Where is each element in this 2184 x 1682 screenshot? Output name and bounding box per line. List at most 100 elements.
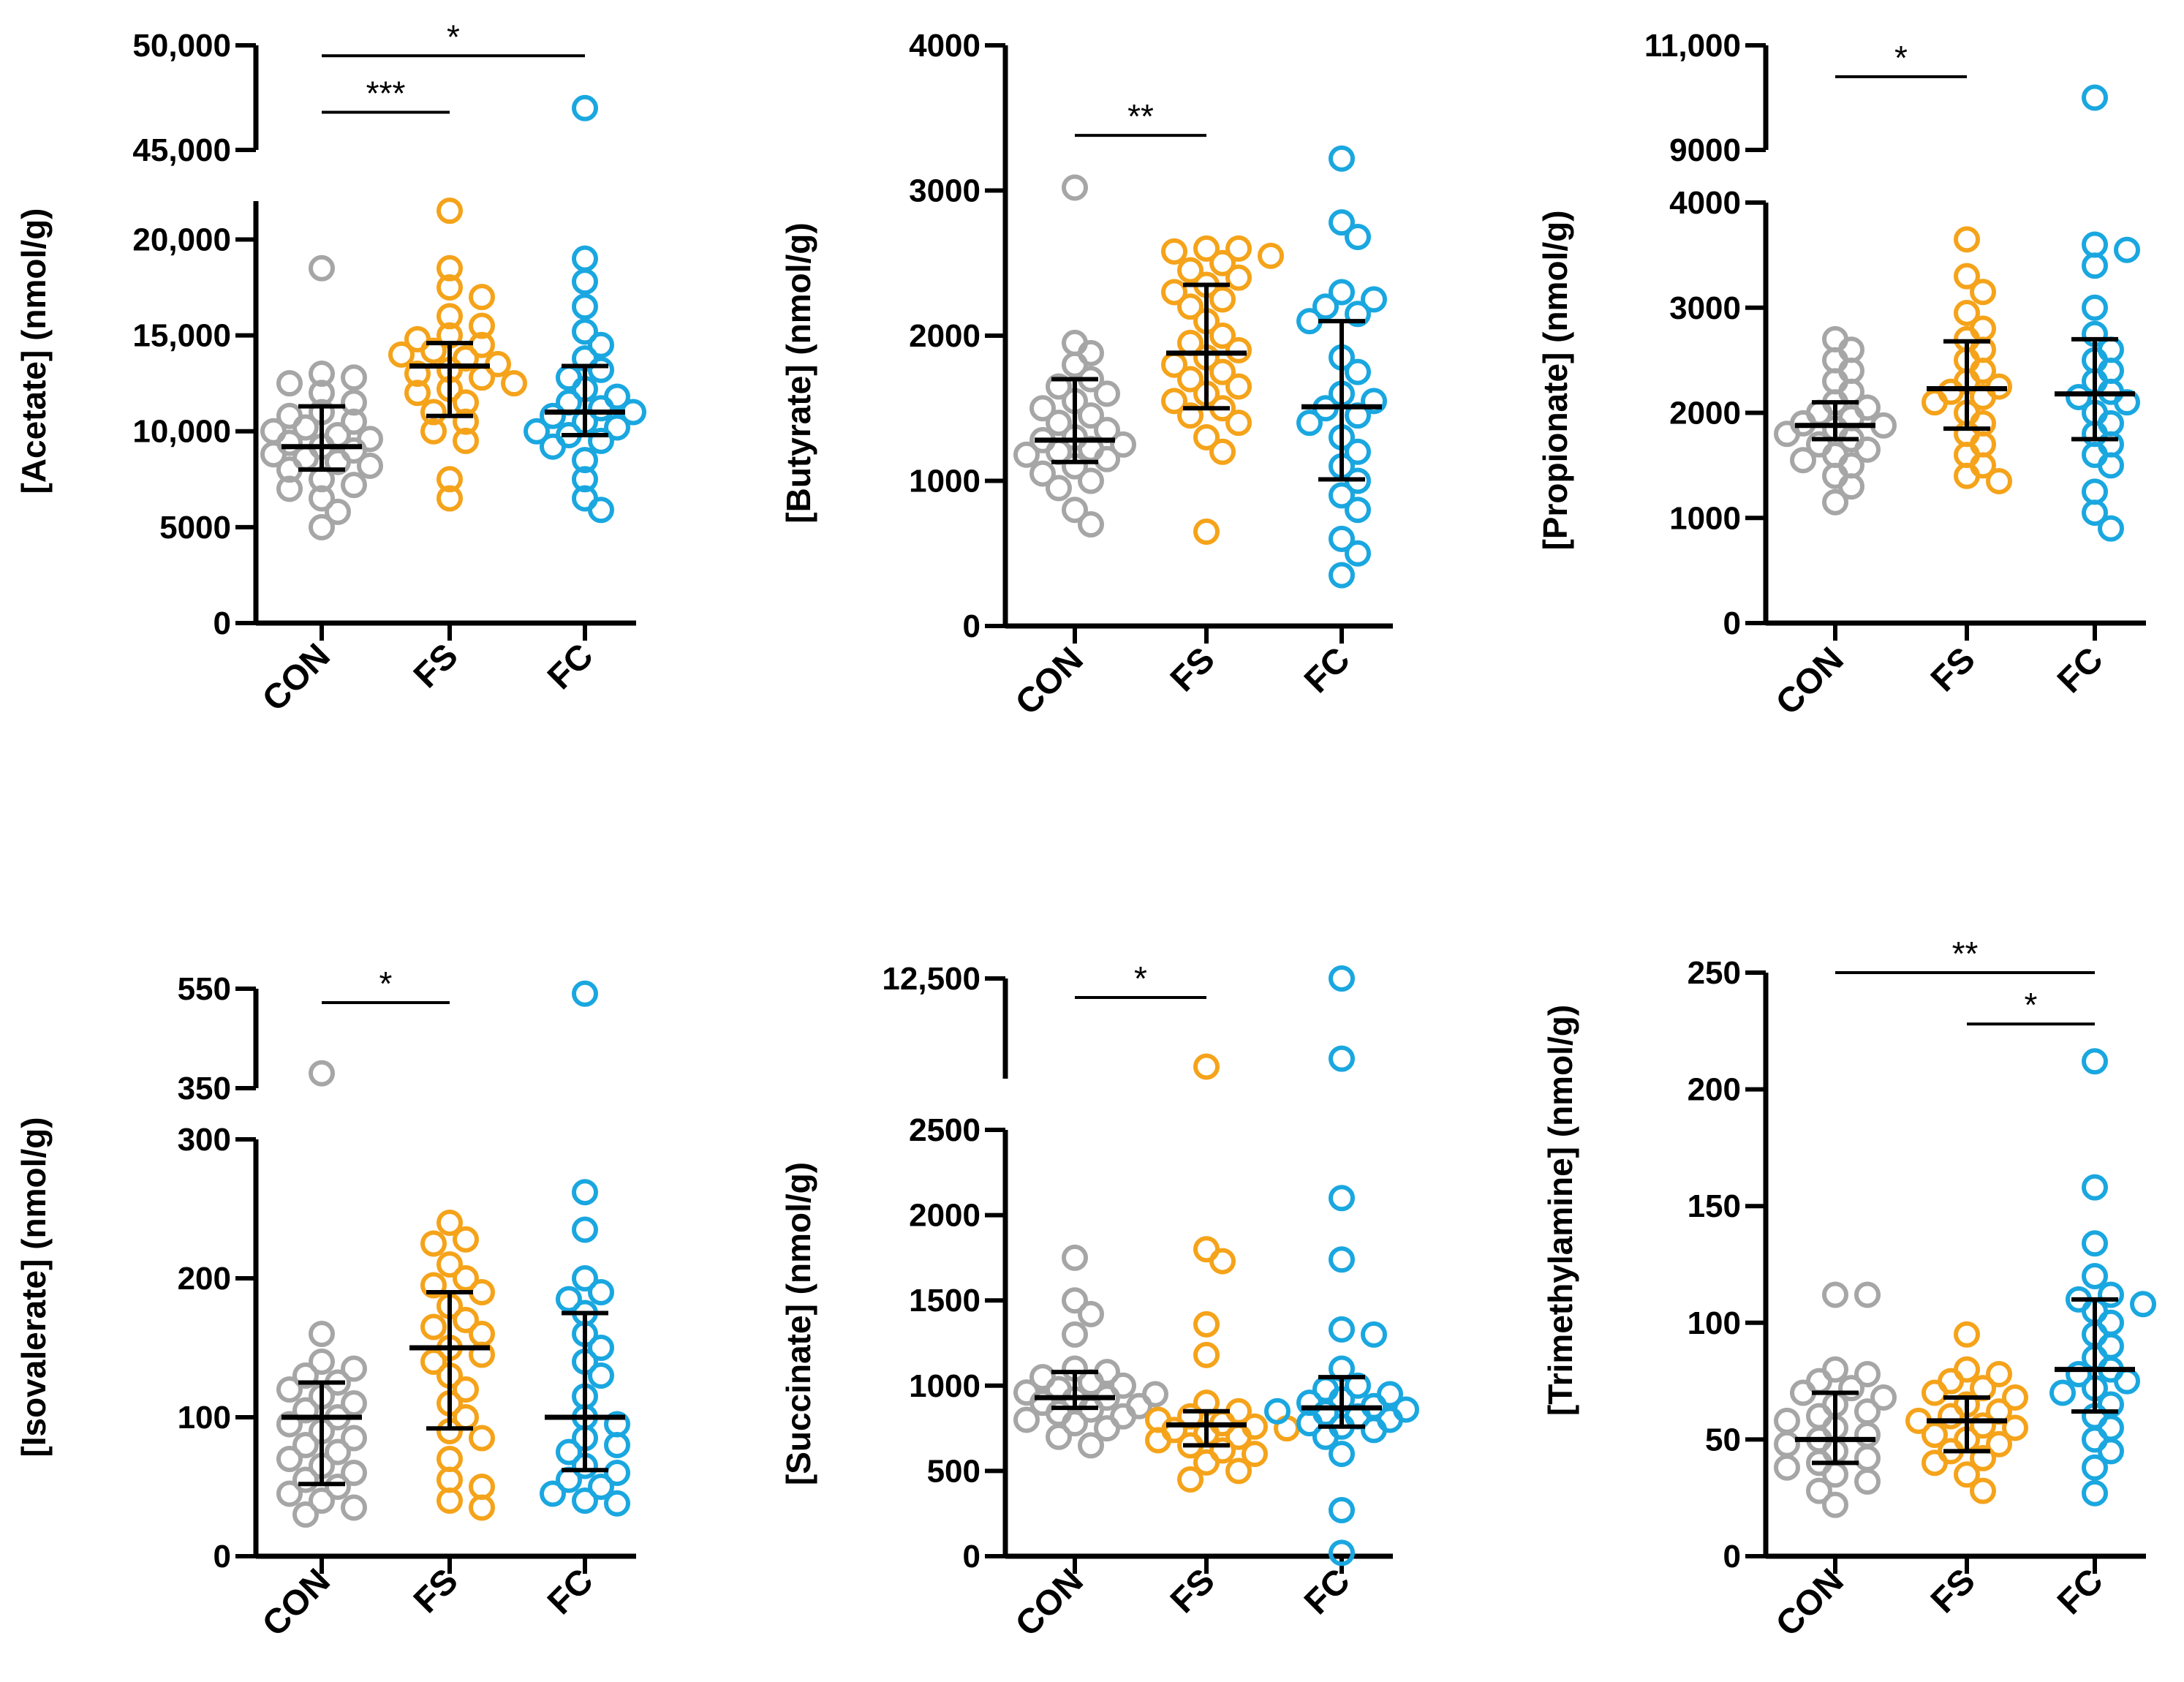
data-point [2082, 1454, 2108, 1481]
data-point [469, 1341, 495, 1368]
data-point [341, 1355, 367, 1382]
data-point [1329, 209, 1355, 236]
x-tick-label-fc: FC [1297, 1561, 1358, 1622]
data-point [260, 441, 287, 468]
y-axis-label: [Propionate] (nmol/g) [1536, 210, 1574, 550]
data-point [437, 254, 463, 282]
data-point [1062, 329, 1088, 356]
y-tick-label: 250 [1688, 955, 1741, 991]
data-point [1242, 1441, 1268, 1468]
y-tick-label: 1500 [909, 1283, 980, 1319]
series-fc [2049, 1048, 2156, 1506]
data-point [1209, 1248, 1236, 1275]
data-point [1922, 389, 1948, 416]
data-point [325, 448, 351, 475]
data-point [420, 1313, 447, 1340]
y-tick-label: 350 [178, 1071, 231, 1106]
y-tick-label: 15,000 [132, 318, 231, 354]
data-point [1329, 1246, 1355, 1273]
x-tick-label-fc: FC [1297, 640, 1358, 701]
data-point [469, 1494, 495, 1521]
data-point [1345, 224, 1371, 251]
y-tick-label: 100 [178, 1400, 231, 1436]
data-point [572, 466, 598, 493]
data-point [1938, 1403, 1964, 1430]
data-point [1986, 1361, 2012, 1388]
x-tick-label-fc: FC [540, 636, 601, 697]
y-tick-label: 2000 [1669, 396, 1741, 431]
data-point [453, 1307, 479, 1333]
data-point [388, 341, 415, 368]
y-tick-label: 1000 [909, 1368, 980, 1404]
data-point [1329, 562, 1355, 589]
data-point [2082, 478, 2108, 505]
data-point [420, 1272, 447, 1299]
data-point [1062, 1321, 1088, 1348]
data-point [1970, 1477, 1996, 1504]
data-point [437, 1251, 463, 1278]
x-tick-label-fs: FS [1163, 640, 1223, 699]
series-fc [1296, 145, 1387, 589]
data-point [1161, 279, 1187, 306]
data-point [1062, 1244, 1088, 1271]
data-point [1062, 174, 1088, 201]
y-tick-label: 2500 [909, 1112, 980, 1148]
data-point [572, 293, 598, 320]
y-axis-label: [Trimethylamine] (nmol/g) [1541, 1005, 1579, 1416]
data-point [292, 1362, 319, 1389]
data-point [1209, 323, 1236, 349]
data-point [1209, 249, 1236, 276]
data-point [588, 356, 614, 383]
data-point [1329, 1045, 1355, 1072]
chart-panel-3: 0 1000 2000 3000 4000 9000 11,000 CON FS FC [Propi… [1536, 28, 2146, 723]
y-tick-label: 550 [178, 971, 231, 1007]
data-point [1854, 1398, 1881, 1425]
data-point [437, 197, 463, 225]
data-point [341, 1425, 367, 1452]
data-point [588, 1362, 614, 1389]
y-tick-label: 0 [214, 1539, 231, 1574]
series-con [276, 1060, 367, 1528]
data-point [276, 1376, 303, 1403]
data-point [1078, 511, 1104, 538]
data-point [1193, 1053, 1220, 1080]
data-point [1177, 257, 1204, 284]
data-point [572, 1216, 598, 1243]
data-point [2082, 294, 2108, 321]
data-point [572, 245, 598, 272]
data-point [1774, 1407, 1800, 1434]
data-point [1822, 1491, 1848, 1518]
significance-label: * [379, 965, 393, 1003]
data-point [309, 380, 335, 407]
x-tick-label-fs: FS [1163, 1561, 1223, 1621]
y-tick-label: 0 [963, 1539, 980, 1574]
y-tick-label: 5000 [159, 510, 231, 546]
data-point [1806, 1477, 1832, 1504]
data-point [292, 1466, 319, 1493]
data-point [341, 472, 367, 499]
data-point [2098, 1281, 2124, 1308]
series-fs [1905, 1321, 2028, 1504]
y-tick-label: 50 [1705, 1422, 1741, 1457]
data-point [1078, 467, 1104, 494]
data-point [572, 1179, 598, 1206]
data-point [1345, 1372, 1371, 1399]
data-point [341, 1460, 367, 1486]
x-tick-label-fs: FS [407, 636, 466, 695]
data-point [1046, 410, 1072, 437]
significance-label: *** [366, 75, 406, 113]
y-tick-label: 0 [1723, 606, 1741, 641]
data-point [2066, 383, 2092, 410]
data-point [1922, 1449, 1948, 1477]
data-point [420, 1230, 447, 1257]
data-point [437, 485, 463, 512]
data-point [1329, 1185, 1355, 1212]
data-point [1029, 460, 1056, 487]
y-tick-label: 150 [1688, 1188, 1741, 1224]
data-point [469, 284, 495, 311]
data-point [1062, 497, 1088, 524]
data-point [2082, 84, 2108, 111]
data-point [2082, 252, 2108, 279]
data-point [2098, 1438, 2124, 1465]
data-point [1209, 286, 1236, 313]
